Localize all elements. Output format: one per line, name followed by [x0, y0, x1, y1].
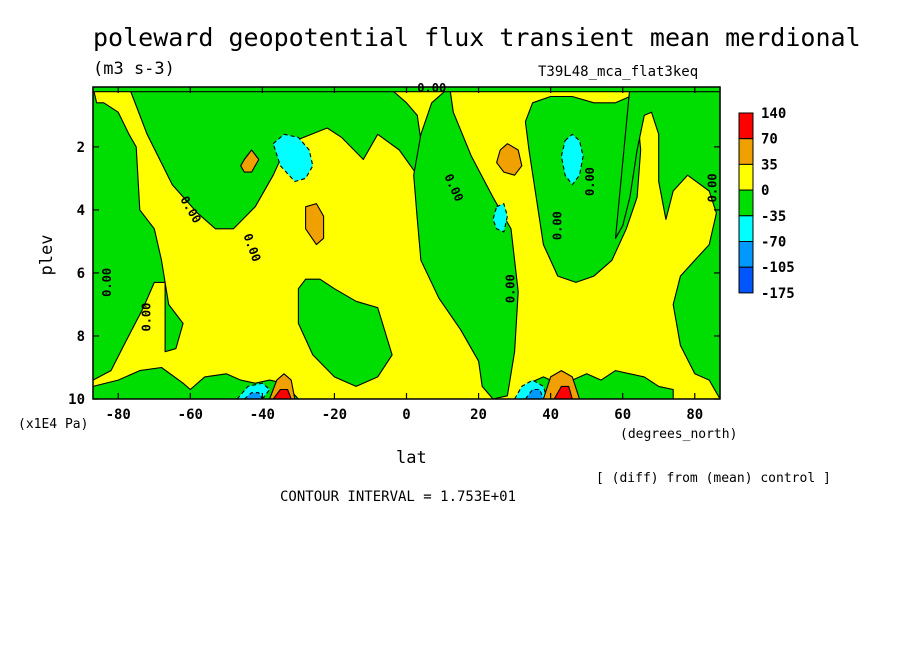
- contour-label: 0.00: [504, 274, 518, 303]
- color-legend: 140 70 35 0 -35 -70 -105 -175: [738, 106, 795, 302]
- y-tick-label: 8: [77, 329, 85, 345]
- contour-label: 0.00: [550, 211, 564, 240]
- region-orange-south-mid: [305, 203, 325, 246]
- legend-swatch: [738, 241, 754, 268]
- x-tick-label: -60: [178, 407, 203, 423]
- legend-label: 0: [761, 183, 769, 199]
- legend-swatch: [738, 138, 754, 165]
- x-tick-label: 40: [542, 407, 559, 423]
- contour-label: 0.00: [140, 303, 154, 332]
- legend-label: -175: [761, 286, 795, 302]
- region-blue-bottom-south: [243, 392, 263, 400]
- x-tick-label: 20: [470, 407, 487, 423]
- region-orange-south-upper: [240, 149, 260, 173]
- region-green-south-pole: [92, 86, 184, 381]
- run-label: T39L48_mca_flat3keq: [538, 64, 698, 80]
- diff-note: [ (diff) from (mean) control ]: [596, 471, 831, 486]
- contour-label: 0.00: [705, 173, 719, 202]
- legend-label: 70: [761, 132, 778, 148]
- legend-swatch: [738, 163, 754, 191]
- region-cyan-north-upper-a: [560, 133, 584, 186]
- contour-interval: CONTOUR INTERVAL = 1.753E+01: [280, 489, 516, 505]
- x-axis-label: lat: [396, 448, 427, 468]
- legend-swatch: [738, 112, 754, 140]
- region-green-mid-south: [297, 278, 393, 387]
- x-tick-label: 60: [614, 407, 631, 423]
- region-green-north-upper: [524, 95, 642, 283]
- chart-units: (m3 s-3): [93, 59, 175, 79]
- legend-swatch: [738, 266, 754, 294]
- contour-label: 0.00: [100, 268, 114, 297]
- chart-title: poleward geopotential flux transient mea…: [93, 23, 861, 52]
- legend-label: -105: [761, 260, 795, 276]
- y-tick-label: 10: [68, 392, 85, 408]
- x-axis-units: (degrees_north): [620, 427, 737, 442]
- region-cyan-north-upper-b: [492, 203, 508, 233]
- x-tick-label: 0: [402, 407, 410, 423]
- y-tick-label: 6: [77, 266, 85, 282]
- legend-swatch: [738, 215, 754, 243]
- region-green-center: [413, 86, 519, 400]
- x-tick-label: 80: [686, 407, 703, 423]
- legend-label: 140: [761, 106, 786, 122]
- y-axis-units: (x1E4 Pa): [18, 417, 88, 432]
- x-tick-label: -40: [250, 407, 275, 423]
- contour-label: 0.00: [583, 167, 597, 196]
- legend-label: -35: [761, 209, 786, 225]
- plot-area: 0.000.000.000.000.000.000.000.000.00 0.00: [92, 81, 721, 400]
- y-tick-label: 4: [77, 203, 85, 219]
- y-axis-label: plev: [37, 235, 57, 276]
- region-cyan-south-upper: [272, 133, 314, 183]
- legend-swatch: [738, 189, 754, 217]
- y-tick-label: 2: [77, 140, 85, 156]
- contour-label: 0.00: [417, 81, 446, 95]
- x-tick-label: -20: [322, 407, 347, 423]
- legend-label: -70: [761, 235, 786, 251]
- legend-label: 35: [761, 157, 778, 173]
- x-tick-label: -80: [106, 407, 131, 423]
- axes: -80 -60 -40 -20 0 20 40 60 80 2 4 6 8 10: [68, 86, 721, 423]
- region-orange-north-upper: [496, 143, 523, 176]
